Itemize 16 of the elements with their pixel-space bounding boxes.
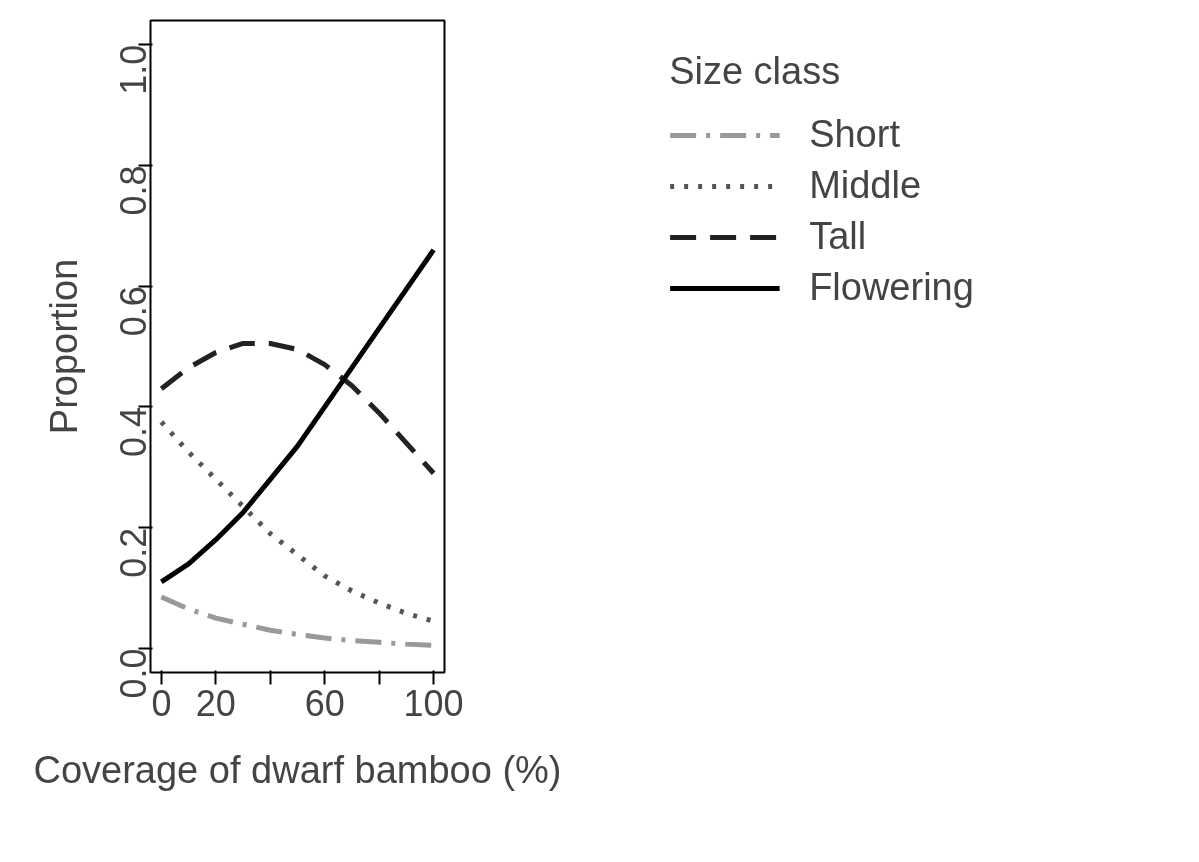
- x-tick-label: 20: [195, 682, 236, 724]
- legend-label: Short: [809, 113, 900, 156]
- x-tick-label: 100: [403, 682, 464, 724]
- x-tick-label: 0: [151, 682, 172, 724]
- y-tick-label: 0.8: [113, 165, 155, 216]
- y-tick-label: 0.2: [113, 527, 155, 578]
- legend-title: Size class: [669, 50, 842, 93]
- x-axis-title: Coverage of dwarf bamboo (%): [33, 748, 562, 791]
- x-tick-label: 60: [304, 682, 345, 724]
- legend-label: Flowering: [809, 266, 974, 309]
- legend-label: Tall: [809, 215, 867, 258]
- y-tick-label: 0.6: [113, 286, 155, 337]
- y-axis-title: Proportion: [42, 258, 85, 435]
- legend-label: Middle: [809, 164, 922, 207]
- y-tick-label: 1.0: [113, 44, 155, 95]
- y-tick-label: 0.4: [113, 406, 155, 457]
